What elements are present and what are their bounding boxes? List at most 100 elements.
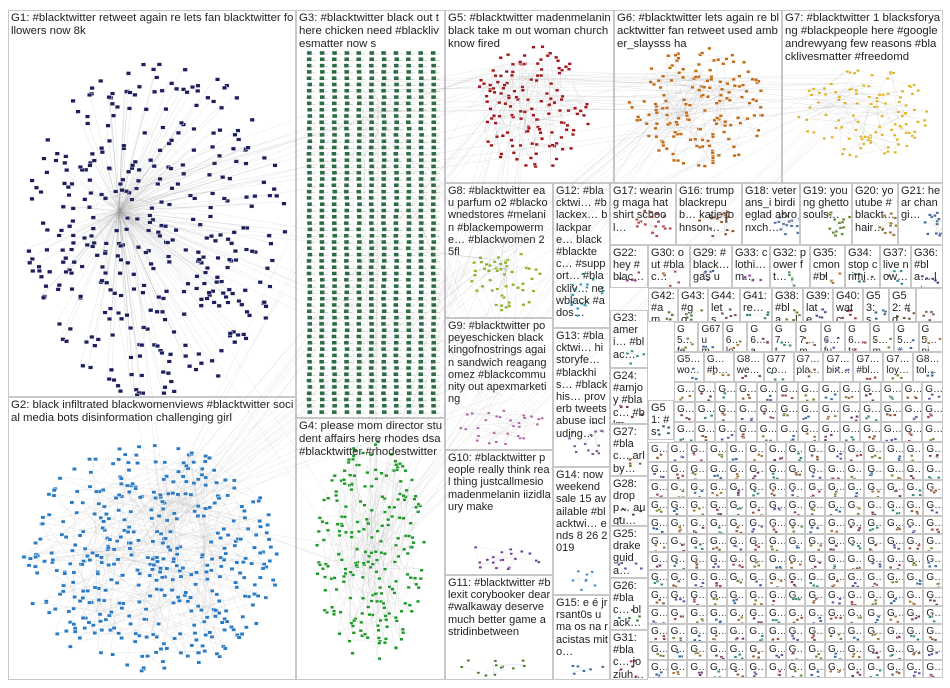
small-group-cell[interactable]: G… — [736, 402, 757, 422]
small-group-cell[interactable]: G… — [736, 382, 757, 402]
small-group-cell[interactable]: G… — [687, 534, 707, 552]
small-group-cell[interactable]: G… — [825, 660, 845, 678]
small-group-cell[interactable]: G… — [864, 442, 884, 462]
small-group-cell[interactable]: G… — [785, 660, 806, 678]
small-group-cell[interactable]: G… — [884, 552, 904, 570]
small-group-cell[interactable]: G… — [864, 462, 884, 480]
small-group-cell[interactable]: G… — [844, 552, 865, 570]
small-group-cell[interactable]: G… — [785, 588, 806, 606]
small-group-cell[interactable]: G… — [687, 570, 707, 588]
group-g52-panel[interactable]: G53: s… — [863, 288, 889, 322]
small-group-cell[interactable]: G… — [903, 588, 924, 606]
small-group-cell[interactable]: G… — [864, 642, 884, 660]
small-group-cell[interactable]: G… — [901, 402, 923, 422]
small-group-cell[interactable]: G… — [746, 606, 766, 624]
small-group-cell[interactable]: G… — [785, 534, 806, 552]
small-group-cell[interactable]: G… — [884, 588, 904, 606]
small-group-cell[interactable]: G… — [825, 480, 845, 498]
small-group-cell[interactable]: G… — [844, 462, 865, 480]
group-g16-panel[interactable]: G16: trump blackrepub… katie johnson… — [676, 183, 742, 245]
small-group-cell[interactable]: G… — [766, 516, 786, 534]
small-group-cell[interactable]: G… — [667, 624, 688, 642]
small-group-cell[interactable]: G… — [825, 534, 845, 552]
small-group-cell[interactable]: G… — [746, 480, 766, 498]
group-g13-panel[interactable]: G13: #blacktwi… historyfe… #blackhis… #b… — [553, 328, 610, 467]
small-group-cell[interactable]: G… — [825, 606, 845, 624]
group-g28-panel[interactable]: G28: dropp… augu… — [610, 476, 648, 526]
small-group-cell[interactable]: G… — [687, 552, 707, 570]
small-group-cell[interactable]: G… — [648, 660, 668, 678]
small-group-cell[interactable]: G… — [756, 422, 778, 442]
small-group-cell[interactable]: G… — [805, 588, 825, 606]
small-group-cell[interactable]: G… #b… — [703, 352, 734, 382]
small-group-cell[interactable]: G… — [766, 570, 786, 588]
small-group-cell[interactable]: G… — [648, 534, 668, 552]
small-group-cell[interactable]: G… — [805, 442, 825, 462]
small-group-cell[interactable]: G… — [884, 480, 904, 498]
group-g41-panel[interactable]: G41: re… — [740, 288, 772, 322]
small-group-cell[interactable]: G… — [687, 606, 707, 624]
small-group-cell[interactable]: G… — [715, 402, 737, 422]
small-group-cell[interactable]: G… — [903, 442, 924, 462]
small-group-cell[interactable]: G… — [715, 382, 737, 402]
small-group-cell[interactable]: G… — [707, 606, 727, 624]
small-group-cell[interactable]: G… — [805, 498, 825, 516]
small-group-cell[interactable]: G… — [777, 382, 799, 402]
small-group-cell[interactable]: G… — [746, 442, 766, 462]
group-g22-panel[interactable]: G22: hey #blac… — [610, 245, 648, 288]
small-group-cell[interactable]: G… — [818, 402, 840, 422]
small-group-cell[interactable]: G… — [726, 442, 747, 462]
small-group-cell[interactable]: G… — [648, 480, 668, 498]
small-group-cell[interactable]: G… — [777, 402, 799, 422]
small-group-cell[interactable]: G… — [766, 498, 786, 516]
small-group-cell[interactable]: G… — [923, 624, 943, 642]
small-group-cell[interactable]: G… — [766, 462, 786, 480]
small-group-cell[interactable]: G6… as… — [747, 322, 772, 352]
small-group-cell[interactable]: G… — [884, 660, 904, 678]
small-group-cell[interactable]: G… — [766, 606, 786, 624]
small-group-cell[interactable]: G… — [746, 570, 766, 588]
small-group-cell[interactable]: G6… ta… — [845, 322, 870, 352]
small-group-cell[interactable]: G7… pla… — [793, 352, 824, 382]
small-group-cell[interactable]: G… — [726, 588, 747, 606]
small-group-cell[interactable]: G… — [922, 382, 943, 402]
group-g27-panel[interactable]: G27: #blac… arlby… — [610, 424, 648, 476]
small-group-cell[interactable]: G… — [844, 642, 865, 660]
small-group-cell[interactable]: G5… mi… — [869, 322, 895, 352]
small-group-cell[interactable]: G… — [864, 606, 884, 624]
small-group-cell[interactable]: G… — [864, 498, 884, 516]
small-group-cell[interactable]: G… — [746, 588, 766, 606]
small-group-cell[interactable]: G… — [667, 606, 688, 624]
small-group-cell[interactable]: G… — [648, 552, 668, 570]
group-g36-panel[interactable]: G36: #bla… late… — [911, 245, 943, 288]
group-g12-panel[interactable]: G12: #blacktwi… #blackex… blackpare… bla… — [553, 183, 610, 328]
small-group-cell[interactable]: G… — [825, 642, 845, 660]
group-g53-panel[interactable] — [916, 288, 943, 322]
small-group-cell[interactable]: G… — [667, 498, 688, 516]
small-group-cell[interactable]: G… — [903, 462, 924, 480]
group-g9-panel[interactable]: G9: #blacktwitter popeyeschicken black k… — [445, 318, 553, 450]
small-group-cell[interactable]: G… — [805, 534, 825, 552]
group-g5-panel[interactable]: G5: #blacktwitter madenmelanin black tak… — [445, 10, 614, 183]
group-g30-panel[interactable]: G30: out #blac… — [648, 245, 690, 288]
small-group-cell[interactable]: G… — [864, 588, 884, 606]
group-g3-panel[interactable]: G3: #blacktwitter black out t here chick… — [296, 10, 445, 418]
small-group-cell[interactable]: G… — [726, 606, 747, 624]
small-group-cell[interactable]: G… — [707, 462, 727, 480]
small-group-cell[interactable]: G… — [687, 660, 707, 678]
small-group-cell[interactable]: G… — [884, 624, 904, 642]
small-group-cell[interactable]: G… — [648, 442, 668, 462]
small-group-cell[interactable]: G… — [844, 534, 865, 552]
small-group-cell[interactable]: G… — [648, 462, 668, 480]
small-group-cell[interactable]: G… — [923, 442, 943, 462]
small-group-cell[interactable]: G… — [844, 588, 865, 606]
small-group-cell[interactable]: G… — [864, 624, 884, 642]
small-group-cell[interactable]: G… — [805, 462, 825, 480]
small-group-cell[interactable]: G… — [839, 402, 861, 422]
small-group-cell[interactable]: G… — [766, 624, 786, 642]
small-group-cell[interactable]: G… — [825, 462, 845, 480]
small-group-cell[interactable]: G… — [844, 660, 865, 678]
group-g21-panel[interactable]: G21: hear changi… — [898, 183, 943, 245]
small-group-cell[interactable]: G… — [844, 606, 865, 624]
small-group-cell[interactable]: G… — [884, 462, 904, 480]
